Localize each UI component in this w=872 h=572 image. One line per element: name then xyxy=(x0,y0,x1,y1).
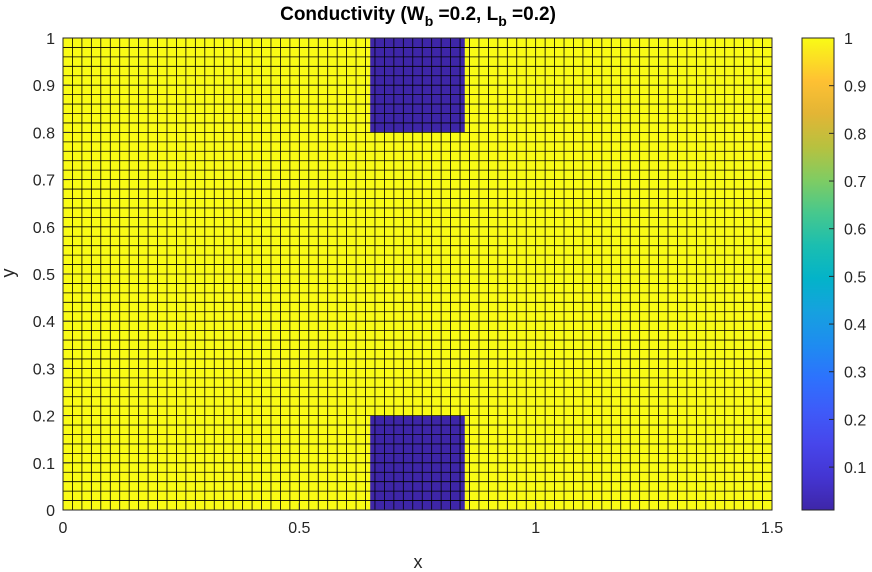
colorbar-gradient xyxy=(801,37,835,511)
y-tick-label: 0.7 xyxy=(33,173,55,190)
colorbar-tick-label: 0.1 xyxy=(844,460,866,477)
y-axis-ticks: 0 0.1 0.2 0.3 0.4 0.5 0.6 0.7 0.8 0.9 1 xyxy=(33,31,70,520)
x-tick-label: 0.5 xyxy=(288,520,310,537)
colorbar-tick-label: 0.3 xyxy=(844,365,866,382)
y-tick-label: 0 xyxy=(46,503,55,520)
y-axis-label: y xyxy=(0,269,18,278)
y-tick-label: 0.4 xyxy=(33,314,55,331)
colorbar-tick-label: 0.4 xyxy=(844,317,866,334)
colorbar-tick-label: 0.5 xyxy=(844,269,866,286)
colorbar-tick-label: 0.7 xyxy=(844,174,866,191)
colorbar-tick-label: 0.8 xyxy=(844,126,866,143)
x-tick-label: 1.5 xyxy=(761,520,783,537)
plot-area xyxy=(62,37,773,511)
chart-title: Conductivity (Wb =0.2, Lb =0.2) xyxy=(280,4,556,29)
y-tick-label: 1 xyxy=(46,31,55,48)
y-tick-label: 0.2 xyxy=(33,409,55,426)
x-axis-ticks: 0 0.5 1 1.5 xyxy=(59,503,783,537)
y-tick-label: 0.5 xyxy=(33,267,55,284)
x-axis-label: x xyxy=(414,552,423,572)
colorbar-tick-label: 0.2 xyxy=(844,412,866,429)
y-tick-label: 0.1 xyxy=(33,456,55,473)
y-tick-label: 0.6 xyxy=(33,220,55,237)
colorbar-tick-label: 0.9 xyxy=(844,79,866,96)
mesh-lines xyxy=(63,38,772,510)
y-tick-label: 0.3 xyxy=(33,361,55,378)
colorbar-ticks: 0.1 0.2 0.3 0.4 0.5 0.6 0.7 0.8 0.9 1 xyxy=(829,31,866,477)
x-tick-label: 0 xyxy=(59,520,68,537)
y-tick-label: 0.9 xyxy=(33,78,55,95)
x-tick-label: 1 xyxy=(531,520,540,537)
y-tick-label: 0.8 xyxy=(33,125,55,142)
colorbar: 0.1 0.2 0.3 0.4 0.5 0.6 0.7 0.8 0.9 1 xyxy=(801,31,866,511)
colorbar-tick-label: 1 xyxy=(844,31,853,48)
colorbar-tick-label: 0.6 xyxy=(844,222,866,239)
mesh-grid xyxy=(63,38,772,510)
